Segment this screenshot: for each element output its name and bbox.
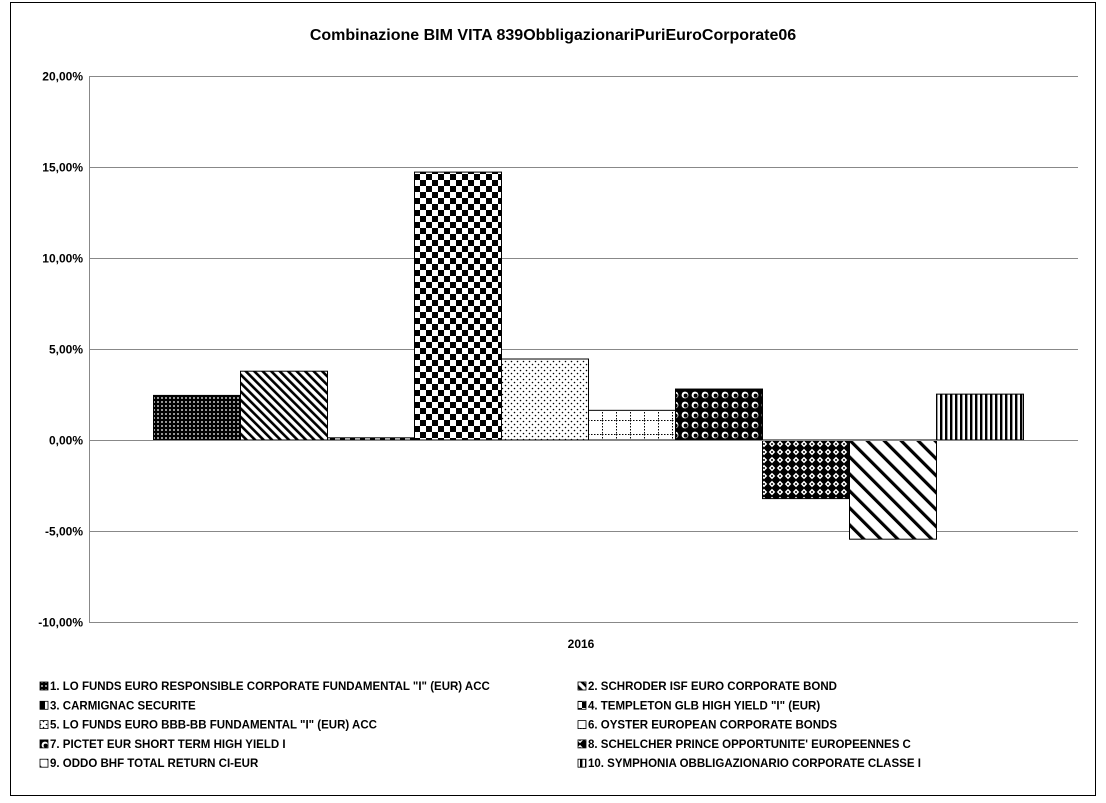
y-tick-label: 5,00% [49,343,83,357]
legend-item: 5. LO FUNDS EURO BBB-BB FUNDAMENTAL "I" … [39,720,377,732]
bar-series-4 [414,171,502,441]
legend-item: 6. OYSTER EUROPEAN CORPORATE BONDS [577,720,837,732]
bar-series-2 [240,370,328,441]
bar-series-10 [936,393,1024,441]
y-tick-label: -10,00% [38,616,83,630]
legend-label: 2. SCHRODER ISF EURO CORPORATE BOND [588,681,837,693]
legend-swatch [39,681,49,691]
legend-label: 3. CARMIGNAC SECURITE [50,700,196,712]
legend-label: 5. LO FUNDS EURO BBB-BB FUNDAMENTAL "I" … [50,720,377,732]
legend-swatch [577,700,587,710]
legend-label: 9. ODDO BHF TOTAL RETURN CI-EUR [50,758,259,770]
y-axis-tick-labels: -10,00% -5,00% 0,00% 5,00% 10,00% 15,00% 20,00… [38,70,83,630]
y-tick-label: 10,00% [42,252,83,266]
bar-series-8 [762,439,850,500]
bar-series-3 [327,437,415,441]
legend-item: 2. SCHRODER ISF EURO CORPORATE BOND [577,681,837,693]
bar-series-9 [849,439,937,540]
legend-item: 3. CARMIGNAC SECURITE [39,700,196,712]
y-tick-label: 20,00% [42,70,83,84]
x-category-label: 2016 [568,637,595,651]
bar-series-1 [153,394,241,441]
legend-swatch [39,739,49,749]
bar-series-6 [588,409,676,441]
legend-swatch [577,720,587,729]
legend: 1. LO FUNDS EURO RESPONSIBLE CORPORATE F… [39,681,921,770]
legend-item: 10. SYMPHONIA OBBLIGAZIONARIO CORPORATE … [577,758,921,770]
legend-label: 8. SCHELCHER PRINCE OPPORTUNITE' EUROPEE… [588,739,911,751]
legend-label: 7. PICTET EUR SHORT TERM HIGH YIELD I [50,739,286,751]
legend-item: 7. PICTET EUR SHORT TERM HIGH YIELD I [39,739,286,751]
bar-series-5 [501,358,589,441]
legend-item: 1. LO FUNDS EURO RESPONSIBLE CORPORATE F… [39,681,490,693]
legend-swatch [39,758,49,768]
legend-item: 4. TEMPLETON GLB HIGH YIELD "I" (EUR) [577,700,820,712]
y-tick-label: 15,00% [42,161,83,175]
legend-label: 10. SYMPHONIA OBBLIGAZIONARIO CORPORATE … [588,758,921,770]
legend-swatch [39,720,49,729]
legend-swatch [39,700,49,710]
y-tick-label: 0,00% [49,434,83,448]
legend-swatch [577,739,587,749]
bars [153,171,1024,540]
legend-swatch [577,758,587,768]
legend-label: 4. TEMPLETON GLB HIGH YIELD "I" (EUR) [588,700,820,712]
chart-title: Combinazione BIM VITA 839ObbligazionariP… [310,27,796,44]
legend-item: 8. SCHELCHER PRINCE OPPORTUNITE' EUROPEE… [577,739,911,751]
legend-swatch [577,681,587,691]
legend-label: 6. OYSTER EUROPEAN CORPORATE BONDS [588,720,837,732]
y-tick-label: -5,00% [45,525,83,539]
legend-item: 9. ODDO BHF TOTAL RETURN CI-EUR [39,758,259,770]
legend-label: 1. LO FUNDS EURO RESPONSIBLE CORPORATE F… [50,681,490,693]
bar-series-7 [675,388,763,441]
